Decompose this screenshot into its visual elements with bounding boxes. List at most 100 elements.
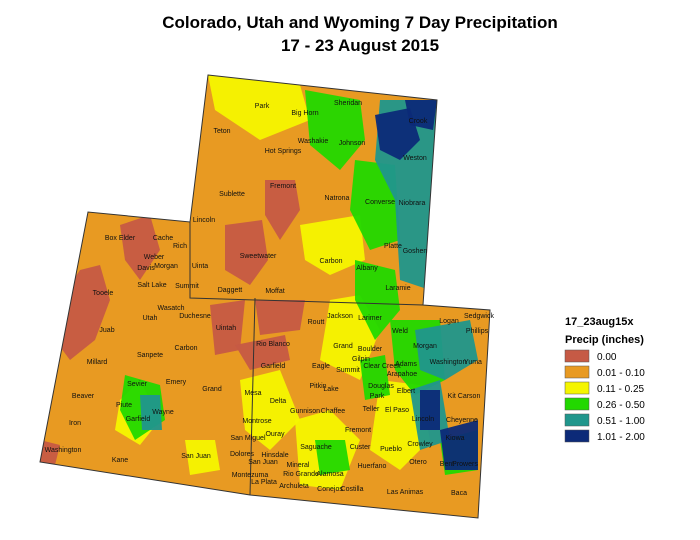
county-label: Hot Springs xyxy=(265,148,302,155)
county-label: Teton xyxy=(213,128,230,135)
county-label: Moffat xyxy=(265,288,284,295)
legend-subtitle: Precip (inches) xyxy=(565,334,644,346)
county-label: Converse xyxy=(365,199,395,206)
county-label: Fremont xyxy=(270,183,296,190)
precip-area xyxy=(185,440,220,475)
county-label: Grand xyxy=(333,343,353,350)
county-label: Pueblo xyxy=(380,446,402,453)
county-label: Sedgwick xyxy=(464,313,494,320)
county-label: Elbert xyxy=(397,388,415,395)
county-label: Mineral xyxy=(287,462,310,469)
county-label: Conejos xyxy=(317,486,343,493)
county-label: Washington xyxy=(430,359,467,366)
precip-area xyxy=(265,180,300,240)
county-label: Duchesne xyxy=(179,313,211,320)
county-label: Las Animas xyxy=(387,489,424,496)
county-label: Millard xyxy=(87,359,108,366)
county-label: Davis xyxy=(137,265,155,272)
county-label: Huerfano xyxy=(358,463,387,470)
precip-area xyxy=(405,100,437,130)
precip-area xyxy=(360,355,390,400)
county-label: Dolores xyxy=(230,451,255,458)
county-label: El Paso xyxy=(385,407,409,414)
precip-area xyxy=(140,395,162,430)
precip-area xyxy=(225,220,268,285)
precip-area xyxy=(240,370,300,450)
county-label: Boulder xyxy=(358,346,383,353)
county-label: Delta xyxy=(270,398,286,405)
county-label: Cheyenne xyxy=(446,417,478,424)
county-labels: Park Big Horn Sheridan Crook Teton Washakie Jo… xyxy=(45,100,495,497)
county-label: Uinta xyxy=(192,263,208,270)
precip-fill xyxy=(40,75,490,518)
county-label: Laramie xyxy=(385,285,410,292)
legend-swatch xyxy=(564,381,590,395)
legend-label: 0.01 - 0.10 xyxy=(597,368,645,379)
county-label: Clear Creek xyxy=(363,363,401,370)
county-label: Goshen xyxy=(403,248,428,255)
county-label: Custer xyxy=(350,444,371,451)
county-label: Platte xyxy=(384,243,402,250)
county-label: Fremont xyxy=(345,427,371,434)
county-label: Niobrara xyxy=(399,200,426,207)
county-label: Gunnison xyxy=(290,408,320,415)
precip-area xyxy=(375,108,420,160)
legend-title: 17_23aug15x xyxy=(565,316,634,328)
county-label: Logan xyxy=(439,318,459,325)
county-label: Crowley xyxy=(407,441,433,448)
county-label: Iron xyxy=(69,420,81,427)
county-label: Ouray xyxy=(265,431,285,438)
state-borders xyxy=(39,74,491,519)
county-label: Kiowa xyxy=(445,435,464,442)
county-label: Adams xyxy=(395,361,417,368)
legend-swatch xyxy=(564,365,590,379)
county-label: Kit Carson xyxy=(448,393,481,400)
map-subtitle: 17 - 23 August 2015 xyxy=(281,36,439,55)
county-label: Albany xyxy=(356,265,378,272)
county-label: Gilpin xyxy=(352,356,370,363)
county-label: Salt Lake xyxy=(137,282,166,289)
precip-area xyxy=(415,320,478,380)
county-label: Bent xyxy=(440,461,454,468)
county-label: Garfield xyxy=(126,416,151,423)
precip-area xyxy=(255,300,305,335)
county-label: Archuleta xyxy=(279,483,309,490)
county-label: Wayne xyxy=(152,409,174,416)
county-label: Rich xyxy=(173,243,187,250)
legend-label: 1.01 - 2.00 xyxy=(597,432,645,443)
county-label: Washakie xyxy=(298,138,329,145)
county-label: Sevier xyxy=(127,381,148,388)
county-label: Otero xyxy=(409,459,427,466)
county-label: Emery xyxy=(166,379,187,386)
county-label: Lincoln xyxy=(193,217,215,224)
county-label: Costilla xyxy=(341,486,364,493)
county-label: Baca xyxy=(451,490,467,497)
county-label: Summit xyxy=(175,283,199,290)
county-label: Cache xyxy=(153,235,173,242)
precip-area xyxy=(208,75,310,140)
county-label: Carbon xyxy=(320,258,343,265)
county-label: Sweetwater xyxy=(240,253,277,260)
county-label: Kane xyxy=(112,457,128,464)
county-label: Park xyxy=(255,103,270,110)
precip-area xyxy=(300,215,365,275)
county-label: Mesa xyxy=(244,390,261,397)
precip-area xyxy=(235,335,290,370)
county-label: Utah xyxy=(143,315,158,322)
county-label: Phillips xyxy=(466,328,489,335)
county-label: Routt xyxy=(308,319,325,326)
county-label: Natrona xyxy=(325,195,350,202)
county-label: Jackson xyxy=(327,313,353,320)
county-label: Garfield xyxy=(261,363,286,370)
precip-area xyxy=(420,390,440,430)
precip-area xyxy=(315,440,350,475)
county-label: Juab xyxy=(99,327,114,334)
county-label: Teller xyxy=(363,406,380,413)
county-label: Uintah xyxy=(216,325,236,332)
legend-swatch xyxy=(564,413,590,427)
county-label: Larimer xyxy=(358,315,382,322)
county-label: Yuma xyxy=(464,359,482,366)
county-label: Box Elder xyxy=(105,235,136,242)
county-label: Prowers xyxy=(452,461,478,468)
